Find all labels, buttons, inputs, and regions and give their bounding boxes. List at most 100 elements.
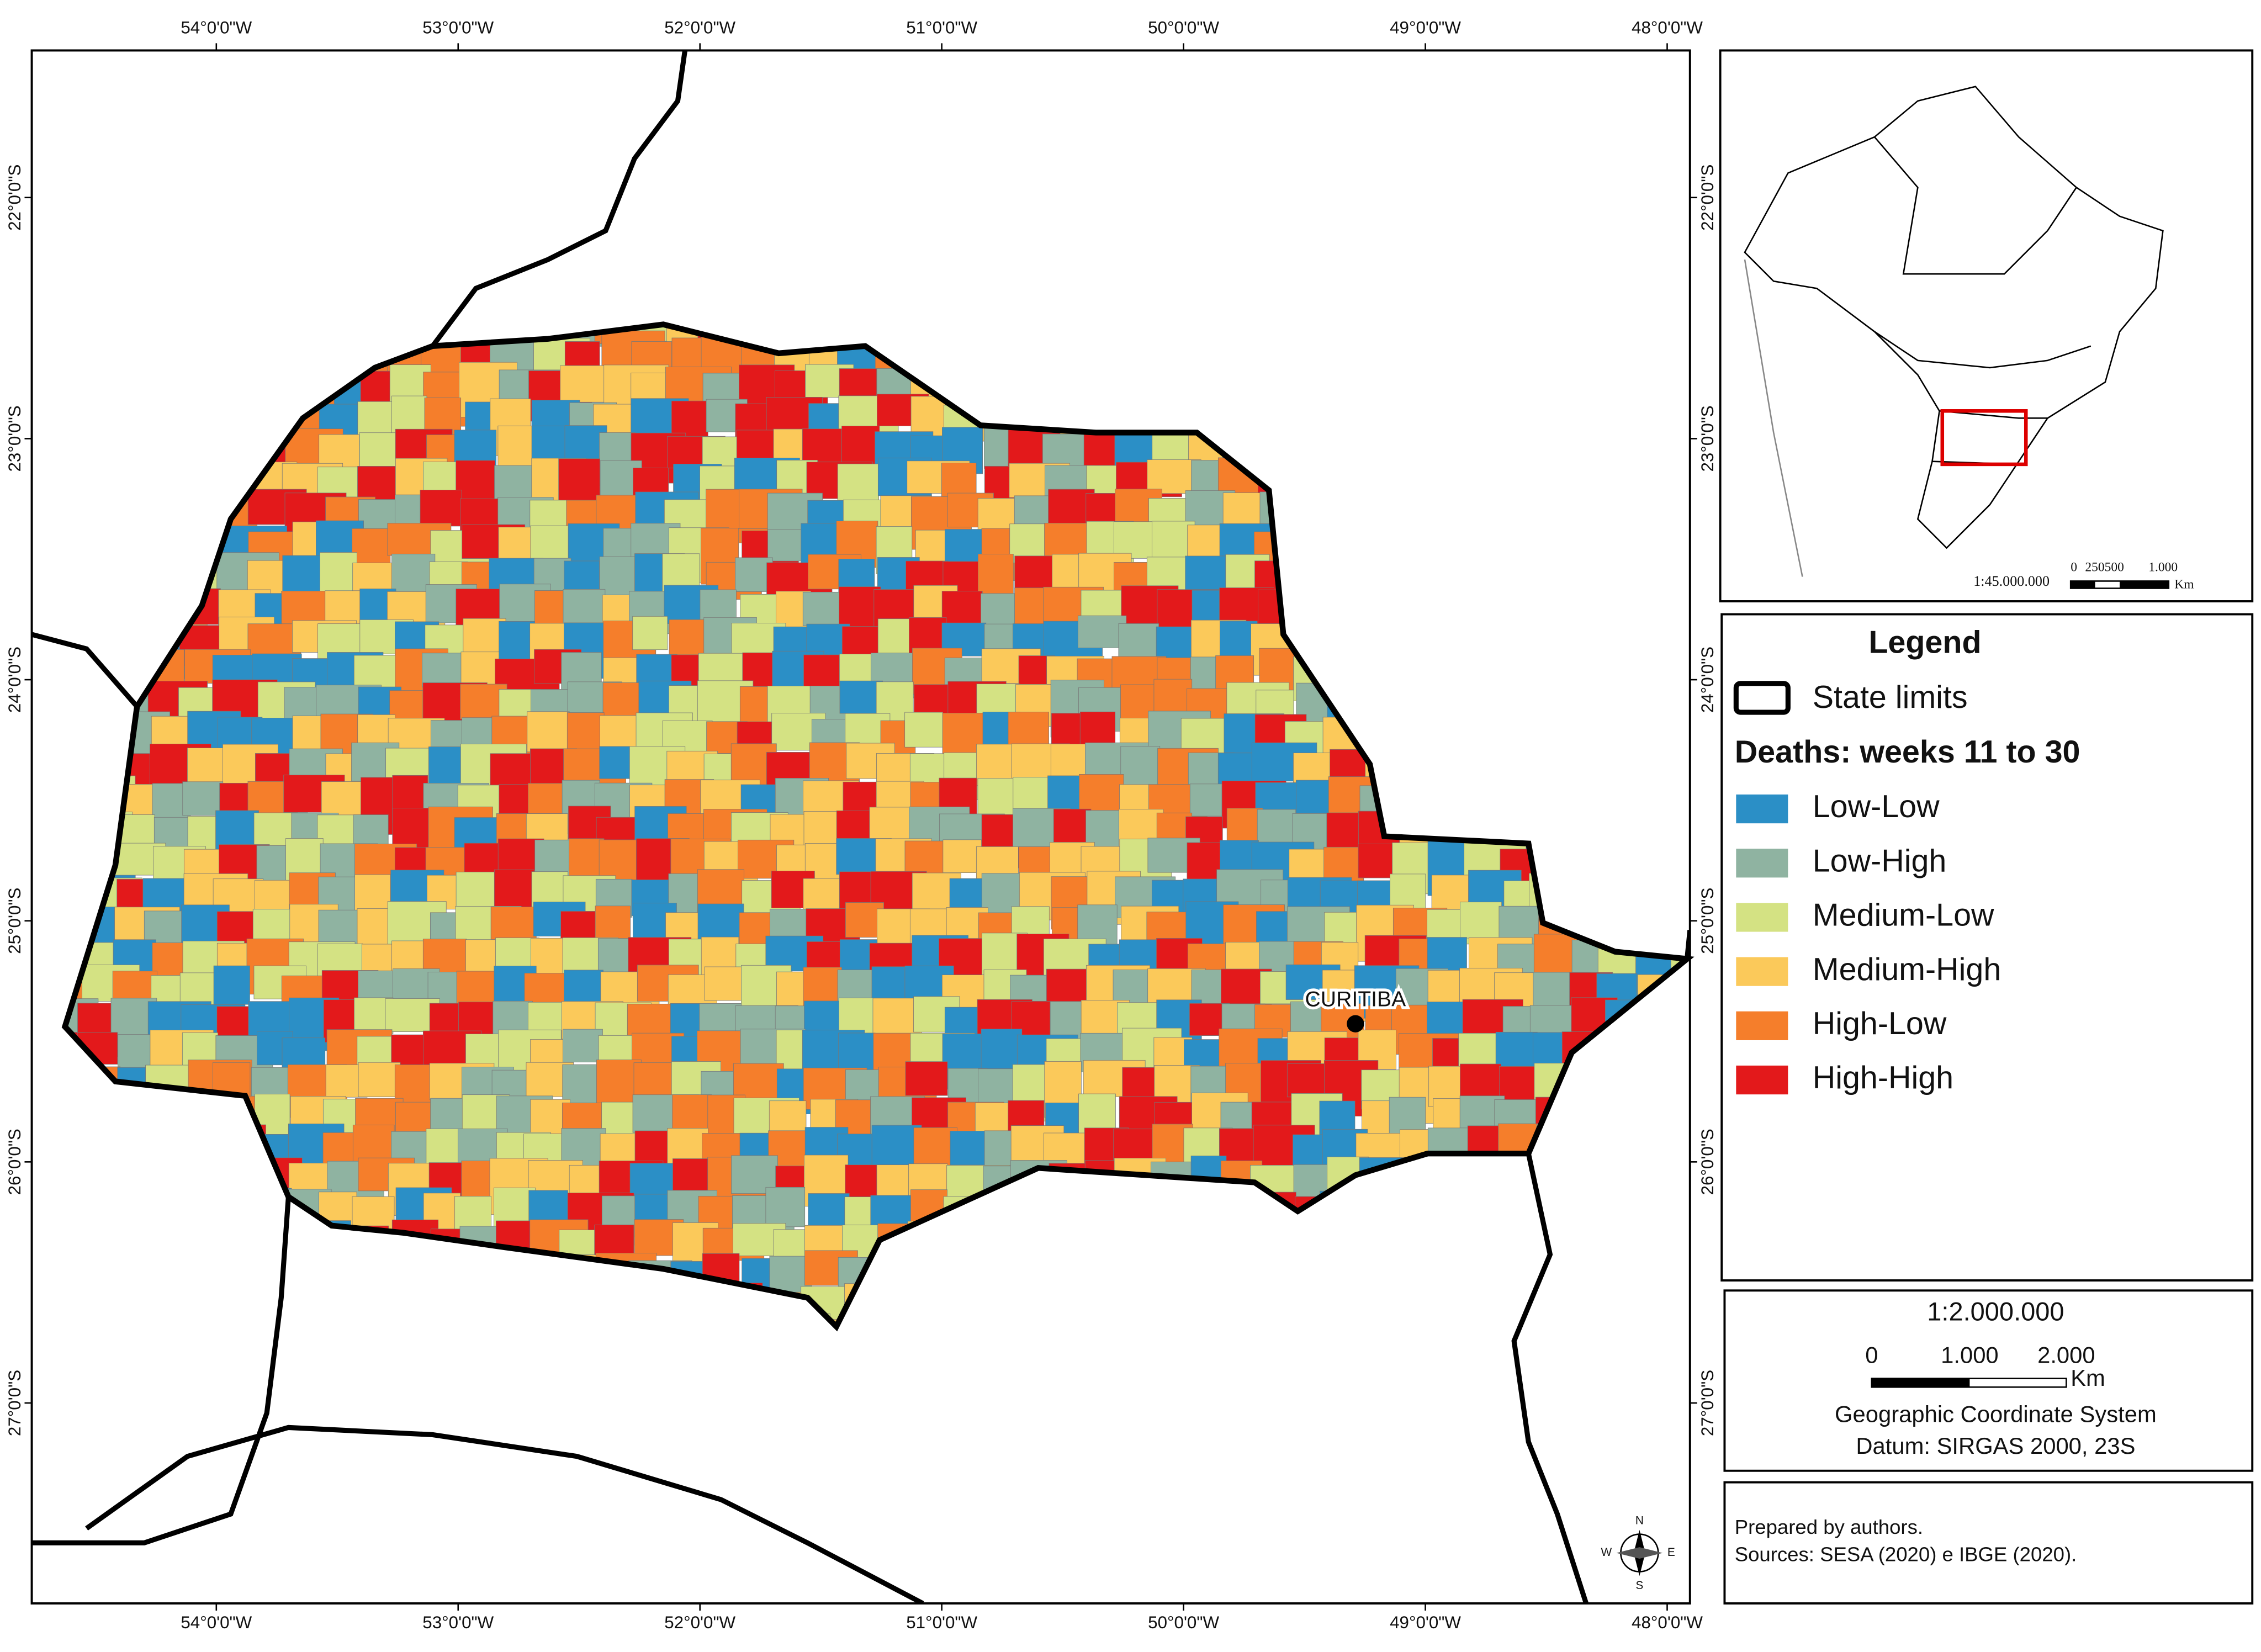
inset-unit: Km [2174,578,2194,592]
municipality [182,781,224,816]
compass-s: S [1635,1579,1643,1592]
legend-label: High-High [1813,1060,1953,1095]
municipality [213,965,250,1005]
inset-map [1744,86,2164,577]
lon-label: 51°0'0"W [906,1613,977,1632]
lat-label: 22°0'0"S [1698,165,1717,231]
lon-label: 50°0'0"W [1148,1613,1219,1632]
city-label: CURITIBA [1305,988,1407,1012]
municipality [765,1187,806,1227]
legend-label: High-Low [1813,1006,1947,1041]
municipality [358,1062,401,1097]
scale-bar-0: 0 [1865,1342,1878,1368]
municipality [904,712,943,748]
municipality [942,839,982,873]
credits-line: Prepared by authors. [1735,1516,1923,1538]
municipality [839,680,883,714]
lat-label: 24°0'0"S [5,647,24,713]
municipality [981,1029,1023,1069]
municipality [1077,615,1127,648]
lon-label: 53°0'0"W [422,18,494,38]
scale-bar-seg [1871,1378,1970,1388]
legend-subtitle: Deaths: weeks 11 to 30 [1735,734,2080,770]
lon-label: 53°0'0"W [422,1613,494,1632]
scale-bar-2: 2.000 [2037,1342,2095,1368]
lon-label: 51°0'0"W [906,18,977,38]
municipality [317,814,358,849]
municipality [1053,808,1092,844]
legend-swatch [1736,1011,1788,1040]
municipality [563,1029,603,1062]
lon-label: 48°0'0"W [1632,18,1703,38]
compass-e: E [1667,1546,1675,1559]
legend-frame [1720,613,2254,1282]
compass-w: W [1601,1546,1612,1559]
legend-swatch [1736,1065,1788,1095]
lon-label: 52°0'0"W [664,18,735,38]
lat-label: 26°0'0"S [1698,1129,1717,1195]
municipality [905,1061,948,1096]
municipality [420,490,462,527]
city-dot [1347,1015,1364,1032]
legend-label: Medium-High [1813,952,2001,987]
municipality [490,907,537,940]
inset-highlight [1940,409,2028,467]
legend-items: Low-Low Low-High Medium-Low Medium-High High… [1736,789,2001,1095]
scale-unit: Km [2071,1365,2105,1391]
lat-label: 23°0'0"S [1698,405,1717,472]
lat-label: 26°0'0"S [5,1129,24,1195]
municipality [1079,711,1116,746]
legend-swatch [1736,903,1788,932]
scale-ratio: 1:2.000.000 [1927,1297,2064,1326]
inset-bar-seg [2119,581,2169,589]
scale-datum: Datum: SIRGAS 2000, 23S [1856,1433,2135,1459]
municipality [1014,555,1053,589]
lat-label: 27°0'0"S [1698,1370,1717,1436]
compass-n: N [1635,1515,1644,1527]
municipality [497,425,534,469]
municipality [632,616,668,650]
municipality [456,460,495,505]
legend-label: Low-High [1813,843,1947,878]
lat-label: 25°0'0"S [5,888,24,954]
inset-bar-1: 250500 [2085,560,2124,574]
credits-line: Sources: SESA (2020) e IBGE (2020). [1735,1543,2077,1565]
inset-ratio: 1:45.000.000 [1973,573,2050,589]
state-limits-swatch [1733,681,1791,715]
lat-label: 22°0'0"S [5,165,24,231]
scale-crs: Geographic Coordinate System [1835,1401,2157,1427]
borders [31,50,1690,1603]
compass: N E S W [1601,1515,1675,1592]
lon-label: 50°0'0"W [1148,18,1219,38]
lat-label: 23°0'0"S [5,405,24,472]
lon-label: 49°0'0"W [1390,1613,1461,1632]
municipality [978,554,1014,595]
legend-swatch [1736,794,1788,824]
lon-label: 54°0'0"W [181,18,252,38]
inset-frame [1719,49,2254,602]
legend-label: Low-Low [1813,789,1940,824]
lon-label: 48°0'0"W [1632,1613,1703,1632]
municipality [1460,902,1502,939]
lat-label: 25°0'0"S [1698,888,1717,954]
lat-label: 24°0'0"S [1698,647,1717,713]
municipality [1460,1063,1501,1100]
inset-bar-2: 1.000 [2148,560,2178,574]
legend-label: Medium-Low [1813,898,1994,933]
legend-title: Legend [1868,625,1981,660]
legend-state-limits: State limits [1813,680,1968,715]
legend-swatch [1736,957,1788,986]
lon-label: 54°0'0"W [181,1613,252,1632]
legend-swatch [1736,849,1788,878]
lon-label: 52°0'0"W [664,1613,735,1632]
scale-bar-1: 1.000 [1941,1342,1999,1368]
inset-bar-seg [2071,581,2095,589]
municipality [1044,523,1093,557]
municipality [352,1196,395,1230]
municipality [871,1125,922,1167]
municipality [1013,777,1051,813]
municipality [735,557,773,592]
graticule: 54°0'0"W 54°0'0"W 53°0'0"W 53°0'0"W 52°0'0"W… [5,18,1717,1632]
